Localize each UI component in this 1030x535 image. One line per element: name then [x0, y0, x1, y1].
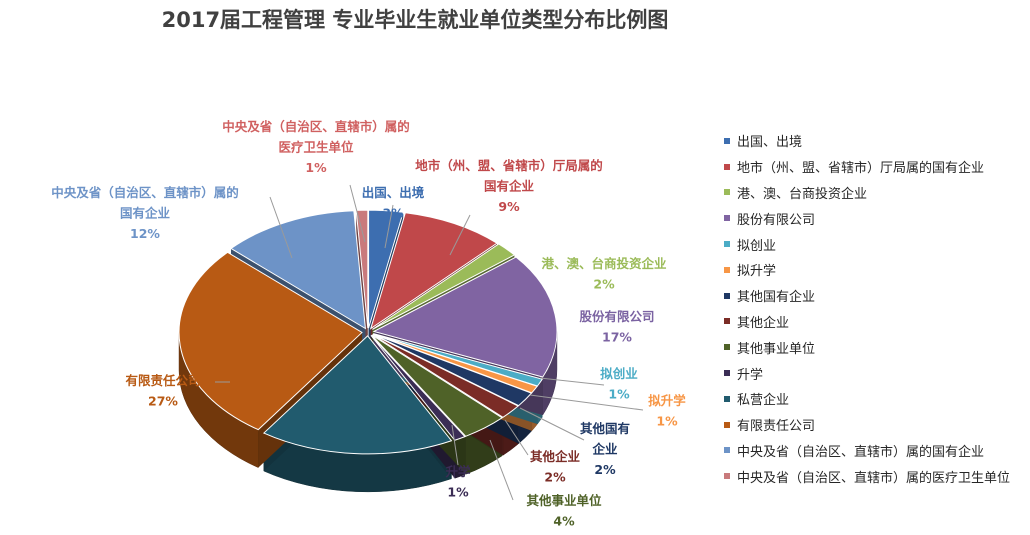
slice-labels: 出国、出境3%地市（州、盟、省辖市）厅局属的国有企业9%港、澳、台商投资企业2%… [51, 119, 686, 529]
slice-category-label: 股份有限公司 [579, 309, 654, 324]
slice-category-label: 中央及省（自治区、直辖市）属的 [51, 185, 239, 200]
slice-category-label: 拟升学 [648, 393, 686, 408]
legend-item: 私营企业 [724, 386, 1010, 412]
legend-item: 地市（州、盟、省辖市）厅局属的国有企业 [724, 154, 1010, 180]
slice-其他国有企业 [372, 333, 533, 407]
slice-私营企业 [262, 335, 453, 455]
legend-item: 其他企业 [724, 309, 1010, 335]
legend-label: 私营企业 [737, 393, 790, 409]
slice-出国-出境 [368, 209, 404, 329]
legend-label: 升学 [737, 367, 764, 383]
leader-line-拟创业 [539, 377, 605, 386]
slice-其他企业 [372, 334, 520, 418]
chart-title: 2017届工程管理 专业毕业生就业单位类型分布比例图 [161, 8, 669, 32]
slice-value-label: 2% [544, 470, 566, 485]
leader-lines [215, 184, 644, 501]
slice-category-label: 其他企业 [530, 449, 581, 464]
leader-line-中央及省-自治区-直辖市-属的医疗卫生单位 [349, 184, 366, 243]
slice-value-label: 9% [498, 199, 520, 214]
legend-swatch [724, 421, 730, 428]
slice-有限责任公司 [178, 251, 363, 431]
legend-item: 出国、出境 [724, 128, 1010, 154]
legend-swatch [724, 215, 730, 222]
slice-股份有限公司 [372, 256, 558, 378]
slice-中央及省-自治区-直辖市-属的国有企业 [230, 210, 367, 330]
slice-category-label: 港、澳、台商投资企业 [541, 256, 667, 271]
slice-category-label: 其他事业单位 [526, 493, 602, 508]
slice-category-label: 国有企业 [120, 206, 171, 221]
leader-line-出国-出境 [384, 204, 394, 249]
legend-label: 中央及省（自治区、直辖市）属的国有企业 [737, 444, 985, 460]
leader-line-中央及省-自治区-直辖市-属的国有企业 [269, 196, 293, 259]
slice-港-澳-台商投资企业 [372, 243, 516, 330]
legend-swatch [724, 292, 730, 299]
slice-category-label: 医疗卫生单位 [278, 140, 354, 155]
chart-legend: 出国、出境地市（州、盟、省辖市）厅局属的国有企业 港、澳、台商投资企业 股份有限公司… [724, 128, 1010, 489]
legend-label: 有限责任公司 [737, 419, 816, 435]
legend-label: 出国、出境 [737, 135, 803, 151]
legend-swatch [724, 473, 730, 480]
legend-item: 股份有限公司 [724, 205, 1010, 231]
legend-swatch [724, 163, 730, 170]
slice-value-label: 17% [602, 330, 632, 345]
leader-line-拟升学 [529, 394, 644, 411]
slice-value-label: 12% [130, 226, 160, 241]
slice-value-label: 3% [382, 206, 404, 221]
slice-category-label: 国有企业 [484, 179, 535, 194]
slice-其他事业单位 [371, 334, 504, 437]
slice-category-label: 升学 [445, 464, 471, 479]
legend-label: 拟升学 [737, 264, 777, 280]
leader-line-其他事业单位 [489, 439, 514, 501]
slice-value-label: 1% [656, 414, 678, 429]
legend-swatch [724, 344, 730, 351]
slice-value-label: 4% [553, 514, 575, 529]
legend-label: 港、澳、台商投资企业 [737, 186, 868, 202]
legend-label: 中央及省（自治区、直辖市）属的医疗卫生单位 [737, 470, 1011, 486]
legend-item: 其他事业单位 [724, 334, 1010, 360]
slice-value-label: 2% [594, 462, 616, 477]
legend-label: 其他国有企业 [737, 290, 816, 306]
leader-line-其他国有企业 [519, 407, 585, 441]
slice-category-label: 出国、出境 [362, 185, 425, 200]
leader-line-地市-州-盟-省辖市-厅局属的国有企业 [449, 214, 471, 256]
slice-category-label: 中央及省（自治区、直辖市）属的 [222, 119, 410, 134]
legend-swatch [724, 318, 730, 325]
slice-category-label: 地市（州、盟、省辖市）厅局属的 [415, 158, 603, 173]
legend-item: 中央及省（自治区、直辖市）属的国有企业 [724, 438, 1010, 464]
slice-category-label: 企业 [591, 442, 618, 457]
slice-category-label: 其他国有 [580, 421, 630, 436]
legend-label: 地市（州、盟、省辖市）厅局属的国有企业 [737, 161, 985, 177]
legend-item: 港、澳、台商投资企业 [724, 180, 1010, 206]
slice-value-label: 1% [305, 160, 327, 175]
leader-line-升学 [451, 424, 459, 466]
slice-value-label: 27% [148, 394, 178, 409]
slice-地市-州-盟-省辖市-厅局属的国有企业 [369, 212, 498, 330]
legend-swatch [724, 189, 730, 196]
legend-item: 有限责任公司 [724, 412, 1010, 438]
legend-label: 股份有限公司 [737, 212, 816, 228]
slice-category-label: 有限责任公司 [125, 373, 200, 388]
leader-line-其他企业 [504, 419, 529, 456]
legend-swatch [724, 395, 730, 402]
legend-label: 其他企业 [737, 315, 790, 331]
legend-item: 拟升学 [724, 257, 1010, 283]
legend-item: 拟创业 [724, 231, 1010, 257]
legend-item: 其他国有企业 [724, 283, 1010, 309]
legend-swatch [724, 447, 730, 454]
slice-category-label: 拟创业 [600, 366, 638, 381]
slice-value-label: 1% [447, 485, 469, 500]
legend-swatch [724, 266, 730, 273]
legend-swatch [724, 370, 730, 377]
pie-slices [178, 209, 558, 493]
legend-swatch [724, 137, 730, 144]
legend-item: 升学 [724, 360, 1010, 386]
slice-value-label: 1% [608, 387, 630, 402]
legend-item: 中央及省（自治区、直辖市）属的医疗卫生单位 [724, 463, 1010, 489]
legend-swatch [724, 241, 730, 248]
legend-label: 其他事业单位 [737, 341, 816, 357]
slice-value-label: 2% [593, 277, 615, 292]
legend-label: 拟创业 [737, 238, 777, 254]
